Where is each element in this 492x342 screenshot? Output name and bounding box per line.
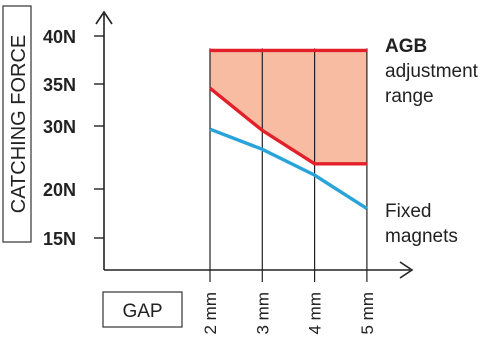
agb-title: AGB (385, 36, 427, 57)
agb-line-2: range (385, 86, 434, 107)
y-tick-label: 15N (43, 229, 76, 249)
fixed-label-2: magnets (385, 226, 458, 247)
y-tick-label: 20N (43, 180, 76, 200)
y-tick-label: 40N (43, 27, 76, 47)
fixed-label-1: Fixed (385, 201, 431, 222)
ylabel-box (2, 5, 32, 243)
x-axis-label: GAP (122, 301, 162, 322)
y-axis-label: CATCHING FORCE (8, 35, 30, 214)
x-axis-arrow (399, 261, 414, 279)
x-tick-label: 2 mm (201, 292, 220, 335)
series-line-1 (208, 86, 367, 166)
x-tick-label: 5 mm (358, 292, 377, 335)
adjustment-range-band (210, 50, 367, 164)
x-tick-label: 4 mm (306, 292, 325, 335)
agb-line-1: adjustment (385, 61, 479, 82)
y-tick-label: 30N (43, 117, 76, 137)
y-tick-label: 35N (43, 75, 76, 95)
x-tick-label: 3 mm (253, 292, 272, 335)
y-axis-arrow (95, 10, 113, 25)
series-line-0 (209, 127, 368, 211)
xlabel-box (102, 291, 183, 328)
